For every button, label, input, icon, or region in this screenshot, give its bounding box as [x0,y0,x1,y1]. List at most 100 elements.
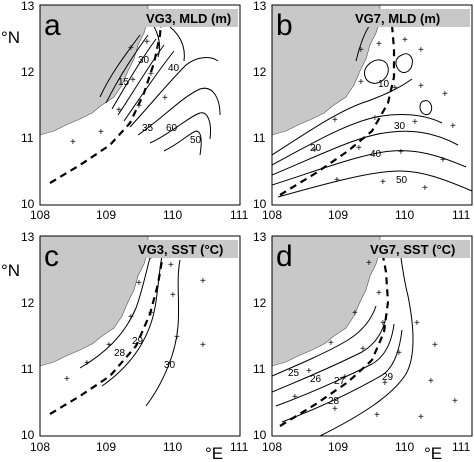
ship-track [49,8,164,184]
svg-text:111: 111 [452,208,471,222]
panel-d: + + + + + + + + + + + + + + + + + + 25 26 27 28 2… [271,235,473,437]
ship-track [279,239,390,427]
svg-text:+: + [332,115,338,126]
svg-text:13: 13 [21,0,35,13]
svg-text:+: + [366,258,372,269]
svg-text:111: 111 [230,208,249,222]
ship-track [49,240,164,415]
svg-text:12: 12 [21,65,35,79]
panel-a: ++ ++ ++ ++ ++ 15 30 35 40 50 60 a VG3, … [39,4,241,206]
contour-label: 27 [334,376,346,387]
svg-text:+: + [440,155,446,166]
contour-label: 28 [328,396,340,407]
svg-text:+: + [70,137,76,148]
panel-letter: a [44,9,61,42]
contour-label: 29 [382,372,394,383]
svg-text:110: 110 [163,440,182,454]
svg-text:+: + [422,183,428,194]
svg-text:+: + [418,45,424,56]
svg-text:+: + [312,145,318,156]
svg-text:+: + [332,404,338,415]
svg-text:+: + [162,93,168,104]
svg-text:+: + [372,113,378,124]
contour-labels: 25 26 27 28 29 [288,368,394,407]
svg-text:+: + [84,358,90,369]
svg-text:+: + [170,290,176,301]
svg-text:110: 110 [163,208,182,222]
station-markers: + + + + + + + + + + + + + + + + + + + [312,35,456,194]
svg-text:11: 11 [21,362,34,376]
svg-text:+: + [380,177,386,188]
svg-text:+: + [342,372,348,383]
svg-text:109: 109 [96,208,116,222]
svg-text:+: + [382,378,388,389]
contour-label: 20 [310,143,322,154]
svg-text:+: + [452,396,458,407]
mld-contours [99,22,221,156]
lon-unit-left: °E [205,444,223,462]
panel-letter: d [276,240,293,273]
svg-text:10: 10 [21,197,35,211]
svg-text:+: + [418,412,424,423]
svg-text:12: 12 [21,296,35,310]
svg-text:+: + [356,143,362,154]
panel-title: VG3, MLD (m) [146,11,231,26]
svg-text:+: + [374,410,380,421]
svg-text:+: + [130,75,136,86]
contour-label: 30 [164,360,176,371]
contour-label: 60 [166,123,178,134]
contour-label: 25 [288,368,300,379]
svg-text:+: + [376,288,382,299]
svg-text:+: + [360,344,366,355]
svg-text:10: 10 [253,197,267,211]
svg-text:+: + [412,117,418,128]
svg-text:109: 109 [328,208,348,222]
svg-text:13: 13 [253,0,267,13]
contour-label: 29 [132,336,144,347]
panel-title: VG7, MLD (m) [355,11,440,26]
contour-label: 15 [118,77,130,88]
svg-text:+: + [116,105,122,116]
contour-label: 40 [168,63,180,74]
svg-text:+: + [144,37,150,48]
svg-text:+: + [148,308,154,319]
svg-text:+: + [200,340,206,351]
panel-title: VG7, SST (°C) [370,242,455,257]
station-markers: ++ ++ ++ ++ ++ [70,21,168,148]
svg-text:+: + [128,43,134,54]
axis-ticks-c: 13 12 11 10 108 109 110 111 [21,230,249,454]
svg-text:+: + [128,312,134,323]
svg-text:109: 109 [96,440,116,454]
svg-text:12: 12 [253,296,267,310]
svg-text:+: + [358,77,364,88]
svg-text:110: 110 [395,208,414,222]
axis-ticks-a: 13 12 11 10 108 109 110 111 [21,0,249,222]
svg-text:+: + [136,101,142,112]
svg-text:+: + [174,332,180,343]
svg-text:+: + [200,276,206,287]
svg-text:111: 111 [452,440,471,454]
svg-text:108: 108 [30,440,50,454]
svg-text:+: + [352,308,358,319]
svg-text:10: 10 [253,428,267,442]
sst-contours [272,249,414,436]
axis-ticks-b: 13 12 11 10 108 109 110 111 [253,0,471,222]
svg-text:+: + [376,39,382,50]
svg-text:+: + [98,127,104,138]
contour-label: 26 [310,374,322,385]
svg-text:+: + [306,366,312,377]
svg-text:+: + [450,121,456,132]
svg-text:+: + [64,374,70,385]
svg-text:13: 13 [253,230,267,244]
axis-ticks-d: 13 12 11 10 108 109 110 111 [253,230,471,454]
contour-label: 10 [378,79,390,90]
svg-text:110: 110 [395,440,414,454]
svg-text:+: + [432,340,438,351]
contour-label: 50 [190,135,202,146]
svg-text:11: 11 [253,131,266,145]
lon-unit-right: °E [424,444,442,462]
svg-text:+: + [428,376,434,387]
svg-text:+: + [106,340,112,351]
title-box [140,9,238,27]
